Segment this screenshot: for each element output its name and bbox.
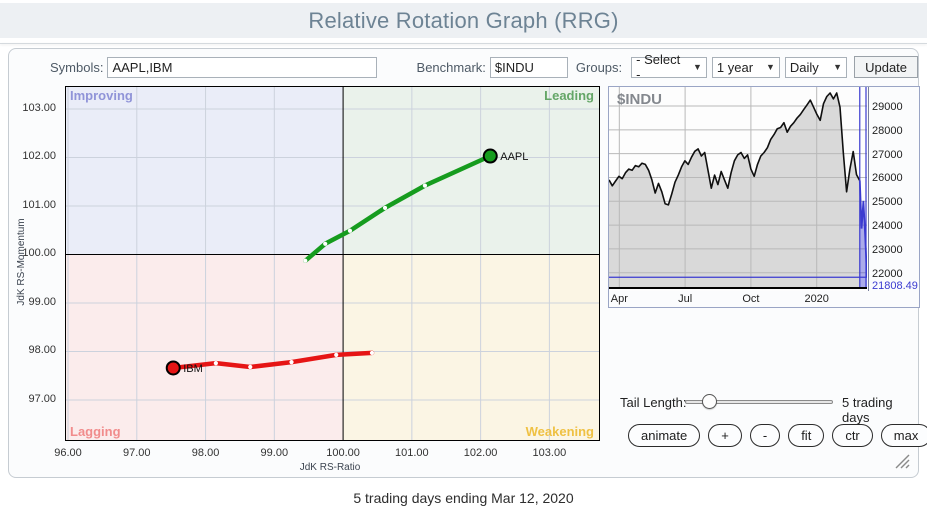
groups-select[interactable]: - Select - ▼ bbox=[631, 52, 707, 82]
chart-buttons-row: animate + - fit ctr max bbox=[628, 424, 927, 447]
rrg-x-tick-label: 100.00 bbox=[326, 447, 360, 459]
benchmark-x-tick-label: Oct bbox=[742, 293, 760, 305]
benchmark-y-tick-label: 26000 bbox=[872, 172, 903, 185]
rrg-x-axis-title: JdK RS-Ratio bbox=[299, 462, 361, 473]
benchmark-label: Benchmark: bbox=[416, 59, 486, 75]
rrg-x-tick-label: 99.00 bbox=[260, 447, 289, 459]
quadrant-leading bbox=[343, 86, 600, 255]
benchmark-plot[interactable] bbox=[609, 87, 867, 289]
rrg-y-tick-label: 97.00 bbox=[28, 392, 56, 405]
quadrant-lagging bbox=[65, 254, 344, 441]
fit-button[interactable]: fit bbox=[788, 424, 825, 447]
chevron-down-icon: ▼ bbox=[765, 62, 775, 72]
benchmark-plot-area[interactable] bbox=[609, 87, 869, 291]
benchmark-price-line bbox=[609, 92, 861, 206]
benchmark-last-price: 21808.49 bbox=[872, 280, 918, 293]
rrg-y-tick-label: 99.00 bbox=[28, 295, 56, 308]
tail-line-ibm[interactable] bbox=[170, 350, 375, 371]
benchmark-y-tick-label: 24000 bbox=[872, 220, 903, 233]
max-button[interactable]: max bbox=[880, 424, 927, 447]
tail-point bbox=[303, 258, 308, 263]
title-bar: Relative Rotation Graph (RRG) bbox=[0, 3, 927, 38]
benchmark-y-tick-label: 28000 bbox=[872, 124, 903, 137]
tail-length-value: 5 trading days bbox=[842, 395, 893, 425]
update-button[interactable]: Update bbox=[854, 56, 919, 78]
header-divider bbox=[0, 43, 927, 44]
benchmark-chart-widget[interactable]: $INDU 29000 28000 27000 26000 25000 24000 2300… bbox=[608, 86, 920, 308]
rrg-y-tick-label: 101.00 bbox=[22, 198, 56, 211]
tail-point bbox=[289, 360, 294, 365]
rrg-x-tick-label: 102.00 bbox=[463, 447, 498, 459]
tail-point bbox=[347, 228, 353, 233]
symbols-label: Symbols: bbox=[50, 59, 104, 75]
page-title: Relative Rotation Graph (RRG) bbox=[308, 7, 619, 33]
chevron-down-icon: ▼ bbox=[692, 62, 702, 72]
tail-point bbox=[213, 361, 218, 366]
tail-line-aapl[interactable] bbox=[303, 153, 493, 264]
tail-point bbox=[369, 350, 375, 356]
quadrant-label-weakening: Weakening bbox=[525, 424, 594, 439]
zoom-out-button[interactable]: - bbox=[749, 424, 781, 447]
center-button[interactable]: ctr bbox=[832, 424, 873, 447]
rrg-y-tick-label: 103.00 bbox=[22, 101, 56, 114]
animate-button[interactable]: animate bbox=[628, 424, 701, 447]
quadrant-label-improving: Improving bbox=[70, 88, 133, 103]
groups-label: Groups: bbox=[575, 59, 623, 75]
endpoint-marker-ibm[interactable] bbox=[165, 360, 181, 376]
tail-point bbox=[382, 205, 388, 211]
chevron-down-icon: ▼ bbox=[833, 62, 843, 72]
symbols-input[interactable] bbox=[107, 56, 377, 78]
benchmark-symbol-label: $INDU bbox=[617, 91, 663, 108]
rrg-x-tick-label: 97.00 bbox=[123, 447, 151, 459]
rrg-panel: Symbols: Benchmark: Groups: - Select - ▼… bbox=[8, 48, 927, 478]
tail-length-label: Tail Length: bbox=[620, 395, 687, 410]
footer-caption: 5 trading days ending Mar 12, 2020 bbox=[353, 490, 574, 506]
benchmark-x-tick-label: 2020 bbox=[804, 293, 829, 305]
rrg-y-tick-label: 98.00 bbox=[28, 344, 56, 357]
tail-point bbox=[323, 241, 328, 246]
rrg-y-tick-label: 100.00 bbox=[22, 247, 56, 260]
toolbar: Symbols: Benchmark: Groups: - Select - ▼… bbox=[9, 52, 919, 82]
benchmark-y-tick-label: 22000 bbox=[872, 267, 903, 280]
benchmark-y-tick-label: 29000 bbox=[872, 101, 903, 114]
quadrant-label-lagging: Lagging bbox=[70, 424, 121, 439]
endpoint-marker-aapl[interactable] bbox=[482, 148, 498, 164]
benchmark-input[interactable] bbox=[489, 56, 568, 78]
benchmark-x-tick-label: Apr bbox=[610, 293, 628, 305]
benchmark-y-tick-label: 25000 bbox=[872, 196, 903, 209]
tail-length-slider-track[interactable] bbox=[685, 400, 833, 404]
tail-point bbox=[334, 352, 339, 357]
rrg-x-tick-label: 98.00 bbox=[191, 447, 220, 459]
rrg-x-tick-label: 103.00 bbox=[532, 447, 567, 459]
period-select[interactable]: 1 year ▼ bbox=[711, 56, 780, 78]
zoom-in-button[interactable]: + bbox=[708, 424, 742, 447]
frequency-select[interactable]: Daily ▼ bbox=[784, 56, 848, 78]
benchmark-area-fill bbox=[609, 93, 860, 287]
quadrant-improving bbox=[65, 86, 344, 255]
rrg-plot[interactable]: AAPL IBM bbox=[65, 86, 600, 441]
tail-length-slider-thumb[interactable] bbox=[702, 394, 717, 409]
symbol-label-aapl: AAPL bbox=[500, 151, 528, 163]
tail-point bbox=[248, 364, 253, 370]
quadrant-label-leading: Leading bbox=[544, 88, 594, 103]
benchmark-y-tick-label: 27000 bbox=[872, 148, 903, 161]
groups-select-value: - Select - bbox=[636, 52, 681, 82]
tail-point bbox=[422, 183, 428, 188]
frequency-select-value: Daily bbox=[789, 59, 819, 75]
period-select-value: 1 year bbox=[716, 59, 754, 75]
quadrant-weakening bbox=[343, 254, 600, 441]
benchmark-tail-fill bbox=[859, 180, 867, 287]
rrg-y-tick-label: 102.00 bbox=[22, 150, 56, 163]
benchmark-y-tick-label: 23000 bbox=[872, 243, 903, 256]
resize-handle-icon[interactable] bbox=[893, 452, 910, 469]
benchmark-x-tick-label: Jul bbox=[678, 293, 693, 305]
rrg-x-tick-label: 101.00 bbox=[395, 447, 429, 459]
rrg-x-tick-label: 96.00 bbox=[54, 447, 82, 459]
symbol-label-ibm: IBM bbox=[183, 363, 203, 375]
